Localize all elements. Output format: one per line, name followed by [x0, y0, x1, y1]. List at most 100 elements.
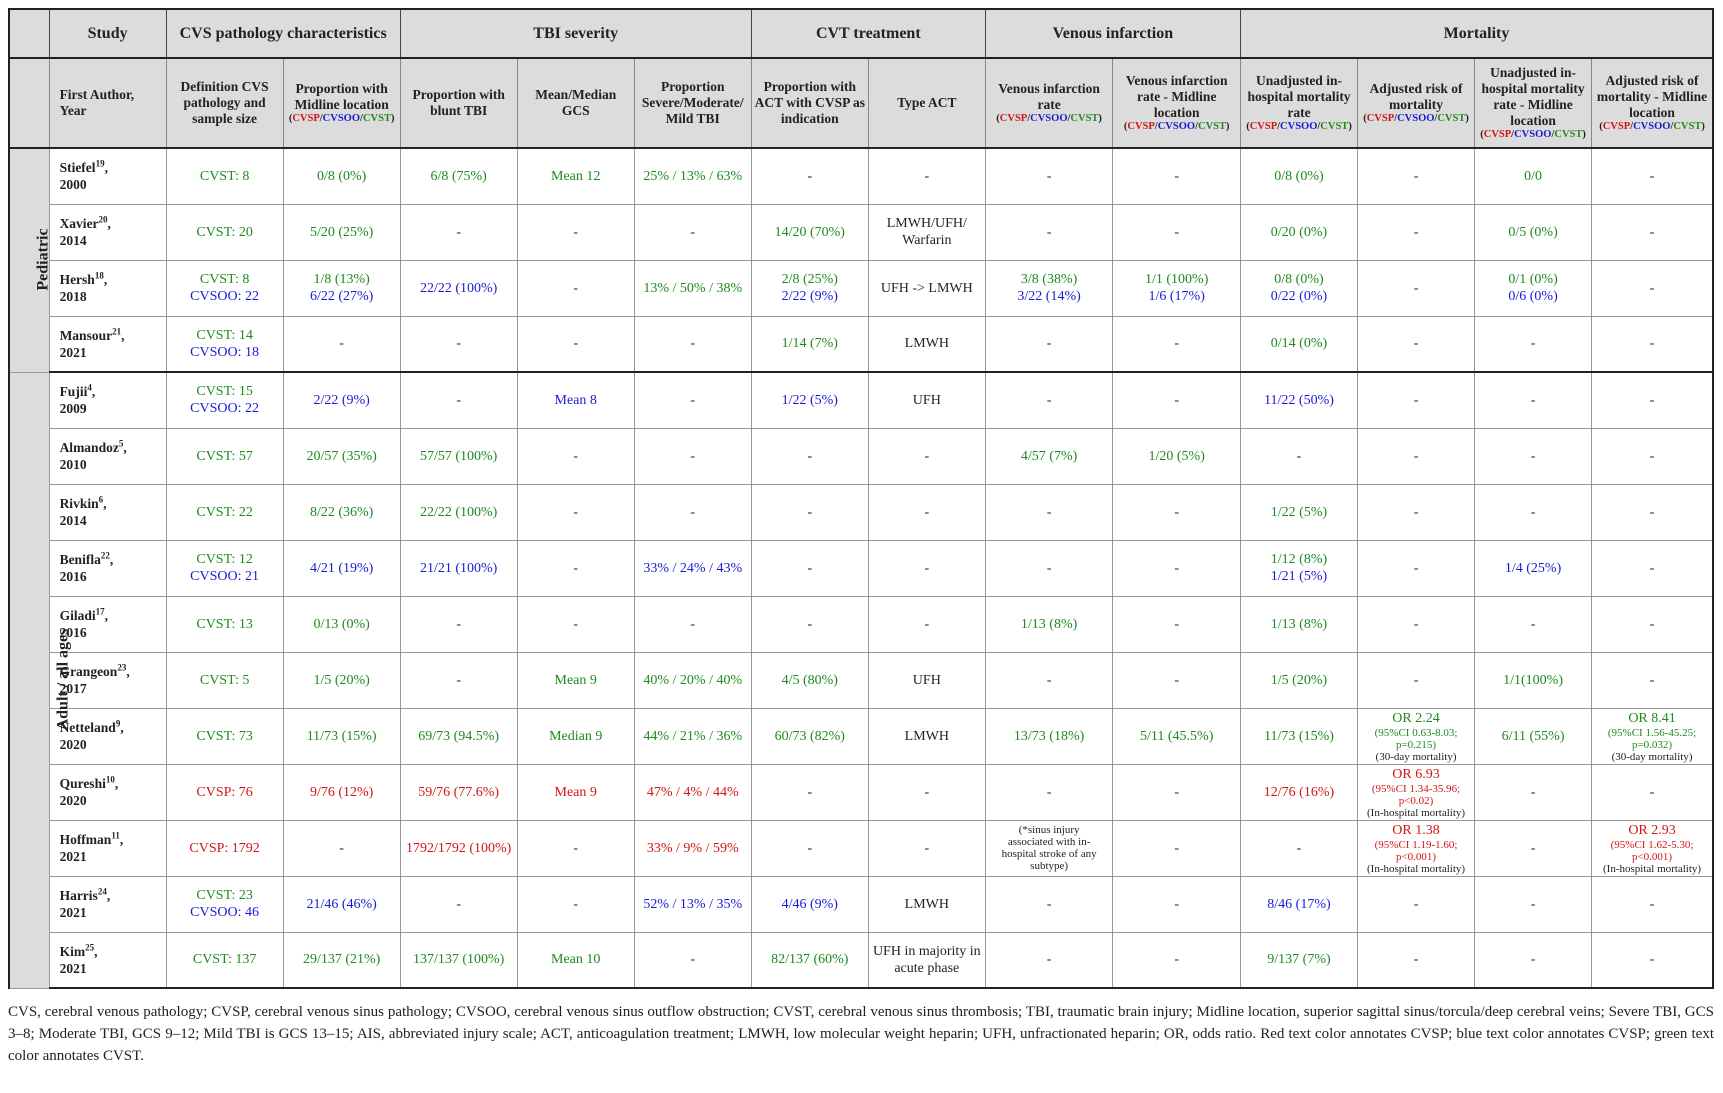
cell-vi: -: [984, 540, 1113, 597]
cell-sev: -: [633, 372, 752, 429]
cell-def: CVST: 14 CVSOO: 18: [165, 316, 284, 373]
col-unadjusted: Unadjusted in-hospital mortality rate (CV…: [1239, 58, 1358, 148]
cell-unadj: 1/12 (8%) 1/21 (5%): [1239, 540, 1358, 597]
color-key-cvsoo: CVSOO: [322, 113, 361, 124]
color-key-cvsoo: CVSOO: [1633, 121, 1671, 132]
cell-type: UFH: [867, 652, 986, 709]
cell-adjm: -: [1591, 876, 1715, 933]
cell-vi: -: [984, 484, 1113, 541]
cell-sev: 44% / 21% / 36%: [633, 708, 752, 765]
cell-def: CVST: 73: [165, 708, 284, 765]
cell-adj: OR 2.24 (95%CI 0.63-8.03; p=0.215) (30-day …: [1357, 708, 1475, 765]
cell-def: CVST: 20: [165, 204, 284, 261]
group-venous-infarction: Venous infarction: [984, 9, 1241, 58]
table-row: Grangeon23, 2017 CVST: 5 1/5 (20%) - Mean 9 40…: [9, 652, 1715, 709]
cell-act: 14/20 (70%): [750, 204, 869, 261]
cell-def: CVST: 15 CVSOO: 22: [165, 372, 284, 429]
cell-vi: (*sinus injury associated with in-hospita…: [984, 820, 1113, 877]
cell-midline: 2/22 (9%): [282, 372, 401, 429]
cell-sev: -: [633, 204, 752, 261]
cell-unadjm: 1/1(100%): [1474, 652, 1592, 709]
cell-sev: 25% / 13% / 63%: [633, 148, 752, 205]
cell-blunt: -: [399, 204, 518, 261]
cell-vi: -: [984, 372, 1113, 429]
cell-adj: OR 1.38 (95%CI 1.19-1.60; p<0.001) (In-hosp…: [1357, 820, 1475, 877]
cell-unadjm: 0/0: [1474, 148, 1592, 205]
cell-def: CVST: 5: [165, 652, 284, 709]
color-key-cvsp: CVSP: [1483, 129, 1512, 140]
cell-type: LMWH: [867, 708, 986, 765]
cell-vim: -: [1112, 932, 1241, 989]
cell-vim: 1/20 (5%): [1112, 428, 1241, 485]
color-key-cvst: CVST: [1673, 121, 1702, 132]
cell-type: -: [867, 540, 986, 597]
color-key: (CVSP/CVSOO/CVST): [1363, 113, 1469, 124]
cell-unadjm: -: [1474, 596, 1592, 653]
cell-vim: -: [1112, 204, 1241, 261]
cell-unadj: 11/73 (15%): [1239, 708, 1358, 765]
cell-adjm: -: [1591, 596, 1715, 653]
cell-act: 4/5 (80%): [750, 652, 869, 709]
cell-vim: -: [1112, 484, 1241, 541]
cell-gcs: -: [516, 428, 635, 485]
study-cell: Stiefel19, 2000: [48, 148, 167, 205]
cell-vim: -: [1112, 652, 1241, 709]
col-vi-midline: Venous infarction rate - Midline locatio…: [1112, 58, 1241, 148]
cell-vim: -: [1112, 596, 1241, 653]
cell-unadjm: -: [1474, 316, 1592, 373]
color-key-cvsoo: CVSOO: [1280, 121, 1318, 132]
cell-act: -: [750, 820, 869, 877]
cell-def: CVST: 13: [165, 596, 284, 653]
cell-act: -: [750, 764, 869, 821]
cell-adj: -: [1357, 316, 1475, 373]
cell-midline: 5/20 (25%): [282, 204, 401, 261]
cell-def: CVST: 137: [165, 932, 284, 989]
cell-type: UFH: [867, 372, 986, 429]
cell-def: CVST: 22: [165, 484, 284, 541]
cell-unadjm: -: [1474, 372, 1592, 429]
table-row: Netteland9, 2020 CVST: 73 11/73 (15%) 69/73 …: [9, 708, 1715, 765]
cell-gcs: -: [516, 316, 635, 373]
cell-adjm: -: [1591, 204, 1715, 261]
cell-def: CVST: 12 CVSOO: 21: [165, 540, 284, 597]
cell-vi: 1/13 (8%): [984, 596, 1113, 653]
cell-type: -: [867, 764, 986, 821]
cell-type: LMWH: [867, 316, 986, 373]
cell-def: CVST: 57: [165, 428, 284, 485]
cell-sev: -: [633, 428, 752, 485]
data-table: Study CVS pathology characteristics TBI …: [7, 8, 1715, 989]
cell-adj: -: [1357, 148, 1475, 205]
table-row: Benifla22, 2016 CVST: 12 CVSOO: 21 4/21 (19%…: [9, 540, 1715, 597]
cell-type: LMWH/UFH/Warfarin: [867, 204, 986, 261]
cell-adj: -: [1357, 596, 1475, 653]
cell-gcs: Mean 9: [516, 652, 635, 709]
cell-act: -: [750, 540, 869, 597]
cell-adj: -: [1357, 484, 1475, 541]
cell-gcs: Median 9: [516, 708, 635, 765]
table-row: Qureshi10, 2020 CVSP: 76 9/76 (12%) 59/76 (7…: [9, 764, 1715, 821]
cell-sev: 47% / 4% / 44%: [633, 764, 752, 821]
cell-blunt: -: [399, 876, 518, 933]
cell-vi: -: [984, 764, 1113, 821]
cell-sev: -: [633, 596, 752, 653]
group-header-row: Study CVS pathology characteristics TBI …: [7, 9, 1714, 58]
cell-adj: -: [1357, 540, 1475, 597]
cell-adjm: -: [1591, 484, 1715, 541]
cell-act: 60/73 (82%): [750, 708, 869, 765]
cell-act: 1/22 (5%): [750, 372, 869, 429]
cell-vi: -: [984, 876, 1113, 933]
cell-unadj: 0/8 (0%): [1239, 148, 1358, 205]
cell-unadjm: -: [1474, 428, 1592, 485]
cell-vim: 5/11 (45.5%): [1112, 708, 1241, 765]
study-cell: Xavier20, 2014: [48, 204, 167, 261]
table-row: Hoffman11, 2021 CVSP: 1792-1792/1792 (100%…: [9, 820, 1715, 877]
cell-gcs: -: [516, 260, 635, 317]
cell-type: -: [867, 484, 986, 541]
cell-vim: -: [1112, 148, 1241, 205]
color-key-cvsp: CVSP: [1602, 121, 1631, 132]
cell-gcs: -: [516, 540, 635, 597]
cell-unadj: 11/22 (50%): [1239, 372, 1358, 429]
color-key: (CVSP/CVSOO/CVST): [1599, 121, 1705, 132]
cell-act: -: [750, 596, 869, 653]
color-key-cvsoo: CVSOO: [1514, 129, 1552, 140]
